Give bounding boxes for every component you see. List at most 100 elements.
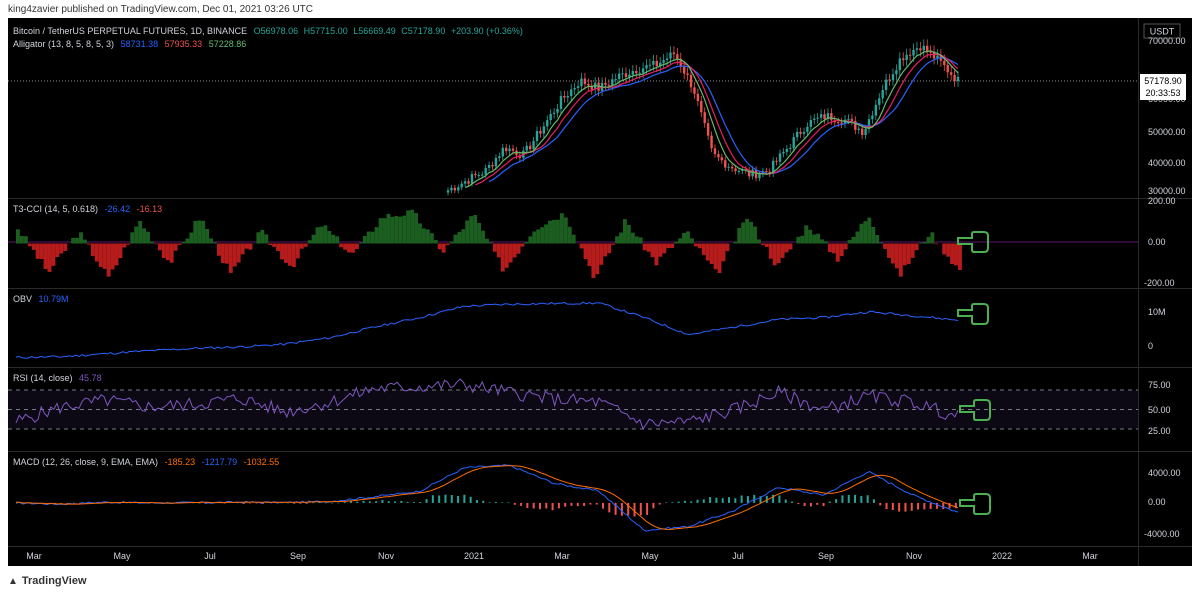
rsi-title: RSI (14, close) bbox=[13, 373, 73, 383]
candle-body bbox=[878, 98, 881, 105]
cci-bar bbox=[311, 234, 316, 244]
cci-bar bbox=[630, 232, 635, 244]
macd-histogram-bar bbox=[520, 502, 523, 506]
rsi-band bbox=[8, 390, 1138, 429]
cci-bar bbox=[79, 232, 83, 244]
cci-bar bbox=[410, 209, 415, 244]
cci-bar bbox=[642, 243, 647, 251]
candle-body bbox=[621, 73, 624, 75]
candle-body bbox=[487, 164, 491, 168]
pointing-hand-icon bbox=[957, 303, 989, 325]
cci-bar bbox=[264, 234, 269, 244]
time-tick: Sep bbox=[818, 551, 834, 561]
macd-histogram-bar bbox=[633, 502, 636, 517]
cci-bar bbox=[35, 243, 40, 259]
cci-bar bbox=[217, 243, 221, 256]
alligator-jaw-value: 58731.38 bbox=[121, 39, 159, 49]
cci-bar bbox=[776, 243, 781, 264]
cci-bar bbox=[619, 232, 623, 244]
currency-badge[interactable] bbox=[1143, 23, 1181, 39]
macd-histogram-bar bbox=[356, 501, 359, 503]
cci-bar bbox=[169, 243, 174, 263]
candle-body bbox=[895, 70, 898, 75]
candle-body bbox=[546, 120, 549, 127]
candle-body bbox=[789, 147, 792, 149]
macd-histogram-bar bbox=[803, 502, 806, 507]
candle-body bbox=[860, 128, 864, 135]
cci-bar bbox=[390, 216, 395, 244]
chart-canvas[interactable]: Bitcoin / TetherUS PERPETUAL FUTURES, 1D… bbox=[8, 18, 1192, 566]
price-tick: 70000.00 bbox=[1148, 36, 1186, 46]
rsi-series bbox=[15, 378, 959, 430]
candle-body bbox=[580, 78, 583, 87]
candle-body bbox=[556, 108, 559, 113]
candle-body bbox=[559, 95, 563, 109]
candle-body bbox=[737, 170, 741, 172]
cci-bar bbox=[98, 243, 103, 267]
cci-bar bbox=[347, 243, 351, 253]
macd-histogram-bar bbox=[759, 496, 762, 503]
cci-bar bbox=[358, 242, 363, 244]
cci-bar bbox=[414, 213, 418, 244]
cci-bar bbox=[934, 243, 939, 245]
candle-body bbox=[720, 157, 724, 161]
candle-body bbox=[587, 84, 590, 86]
macd-histogram-bar bbox=[816, 502, 819, 505]
macd-histogram-bar bbox=[425, 499, 428, 503]
cci-bar bbox=[887, 243, 891, 258]
candle-body bbox=[549, 113, 552, 121]
candle-body bbox=[614, 79, 617, 81]
rsi-tick: 50.00 bbox=[1148, 405, 1171, 415]
candle-body bbox=[453, 187, 457, 191]
candle-body bbox=[590, 85, 593, 90]
cci-bar bbox=[319, 226, 324, 244]
cci-bar bbox=[812, 234, 817, 244]
symbol-title: Bitcoin / TetherUS PERPETUAL FUTURES, 1D… bbox=[13, 26, 247, 36]
macd-histogram-bar bbox=[583, 502, 586, 506]
cci-bar bbox=[173, 243, 178, 251]
candle-body bbox=[682, 66, 686, 74]
cci-bar bbox=[548, 220, 552, 244]
cci-bar bbox=[745, 218, 750, 244]
cci-bar bbox=[406, 210, 411, 244]
macd-histogram-bar bbox=[387, 501, 390, 503]
candle-body bbox=[498, 156, 501, 159]
cci-bar bbox=[386, 213, 391, 244]
macd-histogram-bar bbox=[671, 502, 674, 503]
macd-histogram-bar bbox=[16, 502, 18, 504]
cci-bar bbox=[682, 232, 687, 244]
candle-body bbox=[467, 181, 470, 184]
cci-bar bbox=[343, 243, 348, 250]
macd-histogram-bar bbox=[677, 501, 680, 503]
macd-histogram-bar bbox=[457, 496, 460, 503]
cci-bar bbox=[788, 243, 793, 250]
candle-body bbox=[854, 120, 857, 130]
cci-bar bbox=[686, 231, 690, 244]
macd-histogram-bar bbox=[280, 502, 283, 504]
cci-bar bbox=[110, 243, 115, 270]
cci-bar bbox=[39, 243, 44, 260]
candle-body bbox=[652, 61, 655, 65]
cci-bar bbox=[709, 243, 714, 264]
candle-body bbox=[857, 128, 860, 130]
price-legend-line1: Bitcoin / TetherUS PERPETUAL FUTURES, 1D… bbox=[13, 26, 523, 36]
cci-bar bbox=[465, 220, 470, 244]
cci-bar bbox=[150, 241, 154, 244]
cci-bar bbox=[268, 243, 273, 246]
cci-bar bbox=[898, 243, 903, 277]
cci-bar bbox=[394, 216, 399, 244]
cci-bar bbox=[23, 236, 28, 244]
cci-bar bbox=[402, 215, 407, 244]
macd-histogram-bar bbox=[255, 502, 258, 504]
pointing-hand-icon bbox=[957, 231, 989, 253]
alligator-teeth-value: 57935.33 bbox=[165, 39, 203, 49]
cci-bar bbox=[942, 243, 947, 255]
cci-bar bbox=[820, 239, 824, 244]
candle-body bbox=[576, 86, 580, 89]
candle-body bbox=[826, 113, 830, 119]
cci-bar bbox=[236, 243, 241, 263]
cci-bar bbox=[303, 243, 308, 247]
macd-histogram-bar bbox=[236, 502, 239, 504]
cci-bar bbox=[906, 243, 911, 265]
chart-frame[interactable]: Bitcoin / TetherUS PERPETUAL FUTURES, 1D… bbox=[8, 18, 1192, 566]
